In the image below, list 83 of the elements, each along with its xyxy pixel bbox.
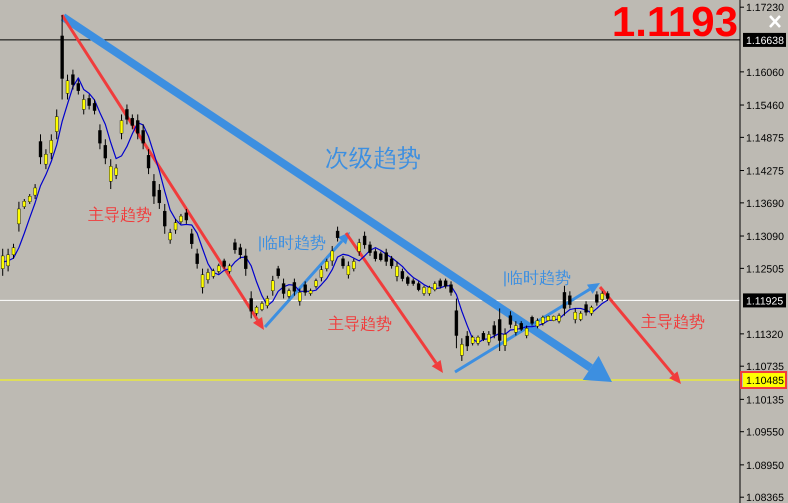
candlestick — [168, 228, 172, 244]
candlestick — [298, 288, 302, 306]
candlestick — [595, 290, 599, 306]
candlestick — [384, 248, 388, 266]
annotation: 主导趋势 — [641, 313, 705, 331]
y-tick-label: 1.13690 — [746, 198, 784, 210]
y-tick-label: 1.13090 — [746, 231, 784, 244]
candlestick — [217, 263, 220, 274]
candlestick — [460, 338, 464, 362]
candlestick — [325, 258, 328, 272]
candlestick — [520, 320, 523, 332]
y-tick-label: 1.14275 — [746, 166, 784, 178]
candlestick — [163, 203, 166, 234]
candlestick — [514, 320, 518, 336]
candlestick — [406, 275, 410, 286]
candlestick — [314, 278, 318, 290]
candlestick — [28, 194, 32, 204]
candlestick — [492, 320, 496, 339]
y-tick-label: 1.08365 — [746, 492, 784, 503]
candlestick — [174, 218, 178, 234]
candlestick — [578, 310, 582, 322]
y-tick-label: 1.17230 — [746, 2, 784, 14]
candlestick — [228, 263, 232, 274]
y-tick-label: 1.14875 — [746, 132, 784, 144]
candlestick — [82, 94, 86, 115]
candlestick — [17, 201, 21, 232]
annotation: 主导趋势 — [328, 315, 392, 333]
ref-line-label: 1.11925 — [746, 295, 784, 308]
candlestick — [141, 124, 145, 150]
candlestick — [55, 108, 58, 140]
candlestick — [125, 104, 129, 125]
candlestick — [104, 138, 108, 165]
y-tick-label: 1.08950 — [746, 460, 784, 472]
candlestick — [114, 164, 118, 180]
candlestick — [320, 265, 324, 282]
candlestick — [336, 226, 340, 242]
candlestick — [22, 198, 26, 210]
y-tick-label: 1.11320 — [746, 328, 784, 341]
candlestick — [195, 248, 199, 270]
candlestick — [466, 330, 469, 352]
candlestick — [98, 124, 102, 150]
candlestick — [222, 258, 226, 270]
candlestick — [244, 248, 248, 276]
annotation: 次级趋势 — [325, 145, 421, 172]
y-tick-label: 1.15460 — [746, 100, 784, 112]
candlestick — [508, 310, 512, 329]
candlestick — [358, 238, 361, 256]
candlestick — [76, 79, 80, 96]
candlestick — [303, 280, 307, 296]
candlestick — [146, 148, 150, 175]
candlestick — [33, 184, 37, 200]
candlestick — [379, 251, 382, 262]
candlestick — [50, 134, 53, 160]
ref-line-label: 1.16638 — [746, 34, 784, 47]
candlestick — [390, 255, 394, 270]
candlestick — [271, 275, 274, 296]
candlestick — [352, 258, 356, 272]
candlestick — [574, 308, 577, 324]
annotation: |临时趋势 — [258, 234, 326, 252]
chart-title: 1.1193 — [612, 0, 738, 45]
y-tick-label: 1.09550 — [746, 426, 784, 439]
candlestick — [190, 228, 194, 250]
candlestick — [249, 290, 253, 319]
candlestick — [276, 265, 280, 280]
candlestick — [606, 290, 610, 302]
y-tick-label: 1.10735 — [746, 361, 784, 374]
candlestick — [600, 290, 604, 302]
y-tick-label: 1.12505 — [746, 263, 784, 276]
candlestick — [109, 158, 112, 190]
candlestick — [1, 248, 4, 276]
candlestick — [330, 245, 334, 266]
candlestick — [524, 325, 528, 339]
y-tick-label: 1.16060 — [746, 66, 784, 79]
candlestick — [120, 114, 124, 140]
y-tick-label: 1.10135 — [746, 394, 784, 406]
candlestick — [438, 278, 442, 290]
annotation: 主导趋势 — [88, 206, 152, 224]
annotation: |临时趋势 — [502, 269, 572, 287]
ref-line-label: 1.10485 — [746, 375, 784, 388]
candlestick — [487, 330, 491, 346]
candlestick — [130, 114, 134, 130]
candlestick — [433, 280, 437, 292]
candlestick — [136, 114, 140, 140]
